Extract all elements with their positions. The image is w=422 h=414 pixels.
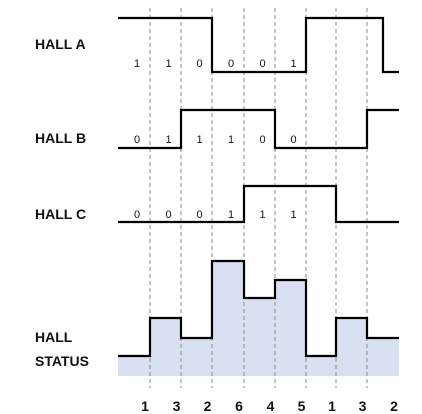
bit-label: 0 [196, 209, 202, 221]
hall-c-bit-labels: 0 0 0 1 1 1 [134, 209, 297, 221]
hall-status-label-line1: HALL [35, 329, 73, 345]
bit-label: 0 [134, 209, 140, 221]
sequence-label: 4 [267, 398, 275, 414]
hall-b-bit-labels: 0 1 1 1 0 0 [134, 134, 297, 146]
bit-label: 1 [290, 209, 296, 221]
hall-status-area [118, 261, 399, 376]
hall-sequence-labels: 1 3 2 6 4 5 1 3 2 [141, 398, 398, 414]
sequence-label: 3 [173, 398, 181, 414]
hall-b-label: HALL B [35, 130, 86, 146]
hall-a-waveform [118, 16, 399, 74]
sequence-label: 1 [328, 398, 336, 414]
bit-label: 1 [290, 58, 296, 70]
bit-label: 0 [259, 58, 265, 70]
sequence-label: 3 [359, 398, 367, 414]
sequence-label: 5 [298, 398, 306, 414]
bit-label: 1 [134, 58, 140, 70]
bit-label: 1 [228, 209, 234, 221]
bit-label: 1 [165, 134, 171, 146]
bit-label: 0 [134, 134, 140, 146]
hall-c-waveform [118, 184, 399, 224]
bit-label: 0 [259, 134, 265, 146]
bit-label: 0 [228, 58, 234, 70]
bit-label: 1 [165, 58, 171, 70]
bit-label: 0 [165, 209, 171, 221]
bit-label: 1 [196, 134, 202, 146]
bit-label: 0 [196, 58, 202, 70]
hall-b-waveform [118, 108, 399, 150]
bit-label: 0 [290, 134, 296, 146]
hall-c-label: HALL C [35, 206, 86, 222]
sequence-label: 2 [204, 398, 212, 414]
bit-label: 1 [228, 134, 234, 146]
sequence-label: 6 [235, 398, 243, 414]
bit-label: 1 [259, 209, 265, 221]
sequence-label: 1 [141, 398, 149, 414]
hall-a-label: HALL A [35, 36, 86, 52]
hall-status-label-line2: STATUS [35, 353, 89, 369]
sequence-label: 2 [390, 398, 398, 414]
hall-a-bit-labels: 1 1 0 0 0 1 [134, 58, 297, 70]
hall-status-waveform [118, 259, 399, 358]
